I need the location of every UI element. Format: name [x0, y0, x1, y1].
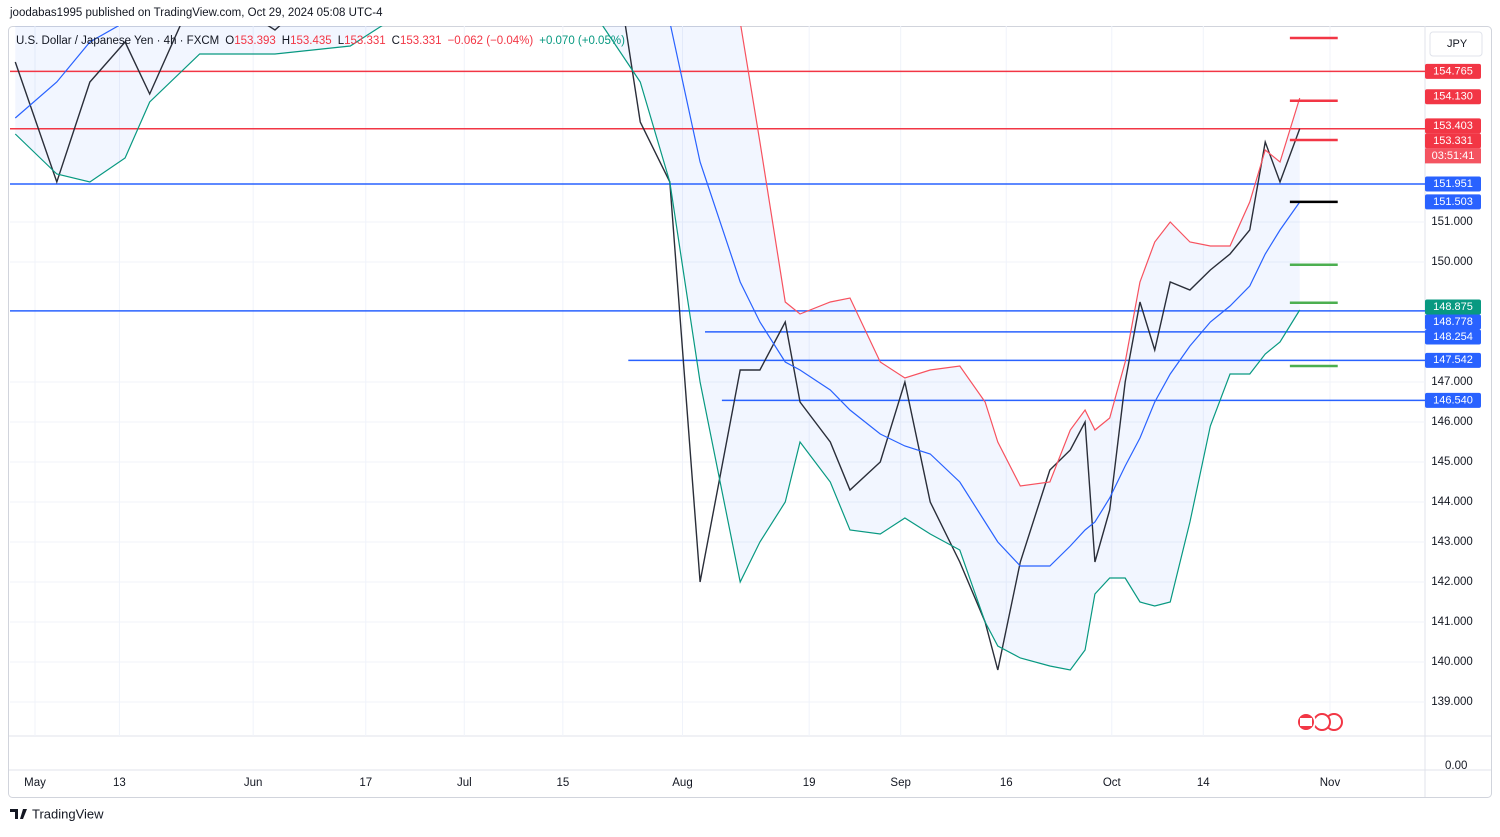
x-tick-label: Jun	[244, 777, 263, 789]
frame	[8, 26, 1492, 798]
price-label-box	[1425, 133, 1481, 149]
y-tick-label: 140.000	[1431, 656, 1473, 668]
series-line	[14, 26, 1301, 671]
x-tick-label: Aug	[672, 777, 692, 789]
price-label: 148.254	[1433, 331, 1473, 343]
price-label: 148.778	[1433, 316, 1473, 328]
price-label-box	[1425, 314, 1481, 330]
ohlc-value: 153.331	[344, 35, 386, 47]
price-label: 151.951	[1433, 178, 1473, 190]
price-label: 151.503	[1433, 196, 1473, 208]
plot-area	[10, 26, 1425, 671]
y-tick-label: 142.000	[1431, 576, 1473, 588]
x-tick-label: 19	[803, 777, 816, 789]
ohlc-key: C	[392, 35, 400, 47]
series-line	[740, 26, 1301, 487]
ohlc-key: O	[225, 35, 234, 47]
countdown: 03:51:41	[1432, 150, 1475, 162]
x-tick-label: Sep	[890, 777, 910, 789]
change: −0.062 (−0.04%)	[448, 35, 534, 47]
x-tick-label: Jul	[457, 777, 472, 789]
price-label-box	[1425, 118, 1481, 134]
ohlc-value: 153.393	[234, 35, 276, 47]
symbol: U.S. Dollar / Japanese Yen · 4h · FXCM	[16, 35, 219, 47]
price-label: 154.765	[1433, 65, 1473, 77]
change: +0.070 (+0.05%)	[539, 35, 625, 47]
x-tick-label: May	[24, 777, 46, 789]
y-tick-label: 141.000	[1431, 616, 1473, 628]
price-label: 153.403	[1433, 120, 1473, 132]
footer-logo[interactable]	[10, 809, 27, 819]
y-tick-label: 144.000	[1431, 496, 1473, 508]
lower-pane-tick: 0.00	[1445, 760, 1467, 772]
x-tick-label: Nov	[1320, 777, 1341, 789]
currency[interactable]: JPY	[1447, 38, 1468, 50]
y-tick-label: 143.000	[1431, 536, 1473, 548]
x-tick-label: Oct	[1103, 777, 1122, 789]
price-label-box	[1425, 63, 1481, 79]
x-tick-label: 14	[1197, 777, 1210, 789]
y-tick-label: 151.000	[1431, 216, 1473, 228]
y-tick-label: 147.000	[1431, 376, 1473, 388]
price-label-box	[1425, 299, 1481, 315]
footer-brand[interactable]: TradingView	[32, 806, 104, 821]
ohlc-key: L	[338, 35, 345, 47]
x-tick-label: 15	[556, 777, 569, 789]
grid	[10, 26, 1425, 736]
price-label: 146.540	[1433, 394, 1473, 406]
price-label-box	[1425, 392, 1481, 408]
price-label: 153.331	[1433, 135, 1473, 147]
price-label: 148.875	[1433, 301, 1473, 313]
price-label: 154.130	[1433, 91, 1473, 103]
price-label-box	[1425, 352, 1481, 368]
price-label: 147.542	[1433, 354, 1473, 366]
price-label-box	[1425, 89, 1481, 105]
series-line	[14, 26, 1301, 567]
y-tick-label: 146.000	[1431, 416, 1473, 428]
y-tick-label: 145.000	[1431, 456, 1473, 468]
axes: 151.000 150.000 147.000 146.000 145.000 144.0…	[24, 63, 1481, 789]
x-tick-label: 13	[113, 777, 126, 789]
y-tick-label: 139.000	[1431, 696, 1473, 708]
ohlc-value: 153.331	[400, 35, 442, 47]
currency-box[interactable]	[1429, 31, 1483, 57]
price-label-box	[1425, 176, 1481, 192]
x-tick-label: 16	[1000, 777, 1013, 789]
price-label-box	[1425, 329, 1481, 345]
series-line	[14, 26, 1301, 671]
countdown-box	[1425, 148, 1481, 164]
y-tick-label: 150.000	[1431, 256, 1473, 268]
x-tick-label: 17	[359, 777, 372, 789]
publisher: joodabas1995 published on TradingView.co…	[9, 7, 383, 19]
events-icon[interactable]	[1296, 712, 1343, 732]
band-fill	[15, 26, 1300, 670]
price-label-box	[1425, 194, 1481, 210]
ohlc-value: 153.435	[290, 35, 332, 47]
ohlc-key: H	[282, 35, 290, 47]
symbol-legend: U.S. Dollar / Japanese Yen · 4h · FXCM O1…	[16, 35, 625, 47]
